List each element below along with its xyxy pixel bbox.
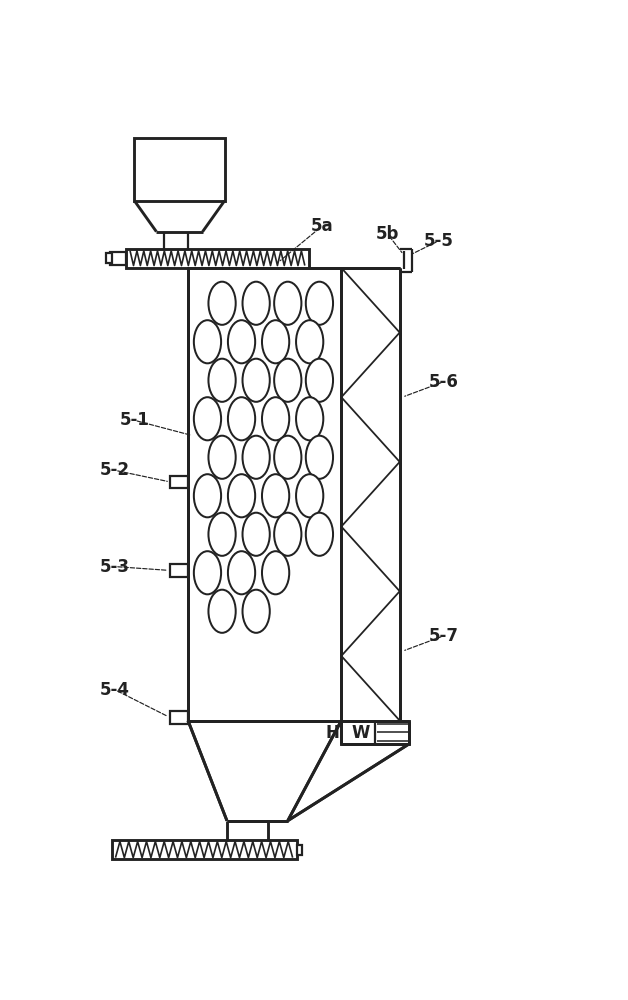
Circle shape [194,551,221,594]
Circle shape [228,397,255,440]
Circle shape [274,513,301,556]
Text: 5b: 5b [376,225,399,243]
Circle shape [274,436,301,479]
Circle shape [242,436,270,479]
Text: 5-2: 5-2 [100,461,130,479]
Bar [188,268,342,721]
Circle shape [274,359,301,402]
Text: 5-6: 5-6 [428,373,458,391]
Bar [126,249,309,268]
Circle shape [262,397,290,440]
Circle shape [242,282,270,325]
Circle shape [296,320,323,363]
Text: W: W [352,724,370,742]
Circle shape [242,513,270,556]
Text: 5-3: 5-3 [100,558,130,576]
Text: 5-5: 5-5 [424,232,453,250]
Circle shape [296,474,323,517]
Circle shape [194,474,221,517]
Circle shape [208,282,236,325]
Text: 5-4: 5-4 [100,681,130,699]
Circle shape [208,359,236,402]
Circle shape [208,590,236,633]
Circle shape [306,282,333,325]
Bar [112,840,296,859]
Circle shape [262,320,290,363]
Bar [170,711,188,724]
Circle shape [228,551,255,594]
Bar [296,845,303,855]
Circle shape [306,359,333,402]
Circle shape [208,513,236,556]
Text: 5-7: 5-7 [428,627,458,645]
Bar [110,252,126,265]
Circle shape [228,320,255,363]
Text: 5-1: 5-1 [119,411,149,429]
Bar [106,253,112,263]
Bar [170,564,188,577]
Circle shape [262,551,290,594]
Circle shape [194,397,221,440]
Bar [342,721,409,744]
Circle shape [262,474,290,517]
Circle shape [242,590,270,633]
Circle shape [274,282,301,325]
Text: 5a: 5a [310,217,333,235]
Circle shape [228,474,255,517]
Bar [134,138,225,201]
Bar [170,476,188,488]
Text: H: H [326,724,340,742]
Circle shape [296,397,323,440]
Circle shape [208,436,236,479]
Circle shape [306,513,333,556]
Circle shape [194,320,221,363]
Circle shape [306,436,333,479]
Circle shape [242,359,270,402]
